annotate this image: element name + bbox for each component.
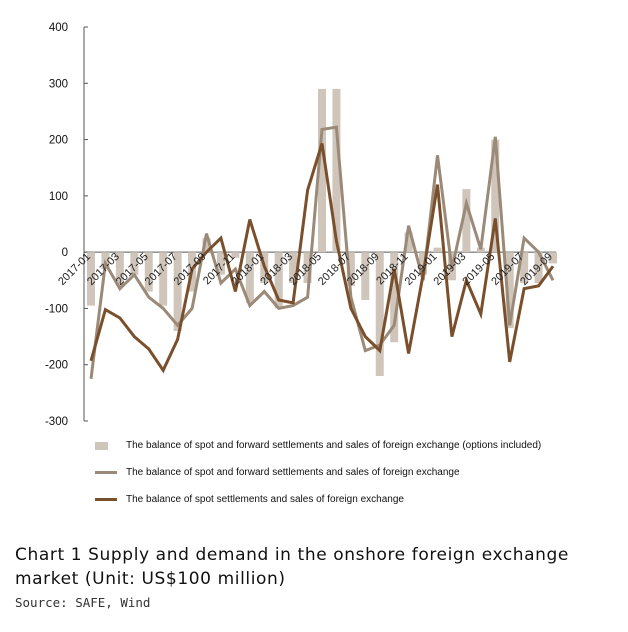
bar-2017-10 [216, 252, 225, 275]
y-tick-label: 300 [49, 78, 68, 90]
bar-2019-08 [534, 252, 543, 284]
y-tick-label: -100 [45, 303, 68, 315]
line-forward-settlements [89, 125, 555, 379]
bar-2019-04 [476, 247, 485, 253]
bar-2018-05 [318, 88, 326, 253]
y-tick-label: -200 [45, 360, 68, 372]
bar-2019-01 [433, 247, 442, 253]
legend-swatch-spot [95, 498, 117, 501]
legend-item-bars: The balance of spot and forward settleme… [95, 432, 541, 459]
bar-2017-06 [159, 252, 168, 306]
legend-item-spot: The balance of spot settlements and sale… [95, 486, 541, 513]
bar-2017-05 [144, 252, 153, 292]
bar-2017-04 [130, 252, 139, 275]
y-axis-ticks: 400 300 200 100 0 -100 -200 -300 [45, 22, 88, 428]
bar-2018-06 [332, 88, 341, 253]
legend: The balance of spot and forward settleme… [95, 432, 541, 513]
bar-2018-11 [404, 232, 413, 253]
y-tick-label: 400 [49, 22, 68, 34]
bar-2017-07 [173, 252, 182, 331]
legend-swatch-bars [95, 441, 108, 450]
bar-2019-05 [491, 139, 500, 253]
legend-swatch-forward [95, 471, 117, 474]
bar-2017-12 [245, 252, 254, 303]
y-tick-label: 0 [62, 247, 68, 259]
legend-label-spot: The balance of spot settlements and sale… [126, 494, 404, 505]
bar-2018-08 [361, 252, 370, 300]
bar-2018-02 [274, 252, 283, 309]
y-tick-label: 100 [49, 191, 68, 203]
bar-2018-09 [375, 252, 384, 376]
bar-2019-09 [549, 252, 557, 264]
legend-label-bars: The balance of spot and forward settleme… [126, 440, 542, 451]
line-spot-settlements [89, 143, 555, 374]
bar-2019-06 [505, 252, 514, 329]
bar-2017-11 [231, 252, 240, 258]
caption: Chart 1 Supply and demand in the onshore… [15, 543, 615, 610]
bar-2018-07 [346, 252, 355, 286]
bar-2018-10 [390, 252, 399, 343]
legend-item-forward: The balance of spot and forward settleme… [95, 459, 541, 486]
bar-2019-03 [462, 189, 471, 253]
bar-2017-01 [87, 252, 95, 306]
chart-source: Source: SAFE, Wind [15, 595, 151, 610]
legend-label-forward: The balance of spot and forward settleme… [126, 467, 460, 478]
bar-2019-07 [520, 252, 529, 284]
bar-2018-12 [419, 252, 428, 275]
bar-2017-09 [202, 238, 211, 253]
bar-2017-03 [115, 252, 124, 286]
chart-title: Chart 1 Supply and demand in the onshore… [15, 545, 569, 589]
bar-2018-03 [289, 252, 298, 284]
y-tick-label: 200 [49, 135, 68, 147]
lines [89, 125, 555, 379]
y-tick-label: -300 [45, 416, 68, 428]
bar-2018-04 [303, 252, 312, 284]
